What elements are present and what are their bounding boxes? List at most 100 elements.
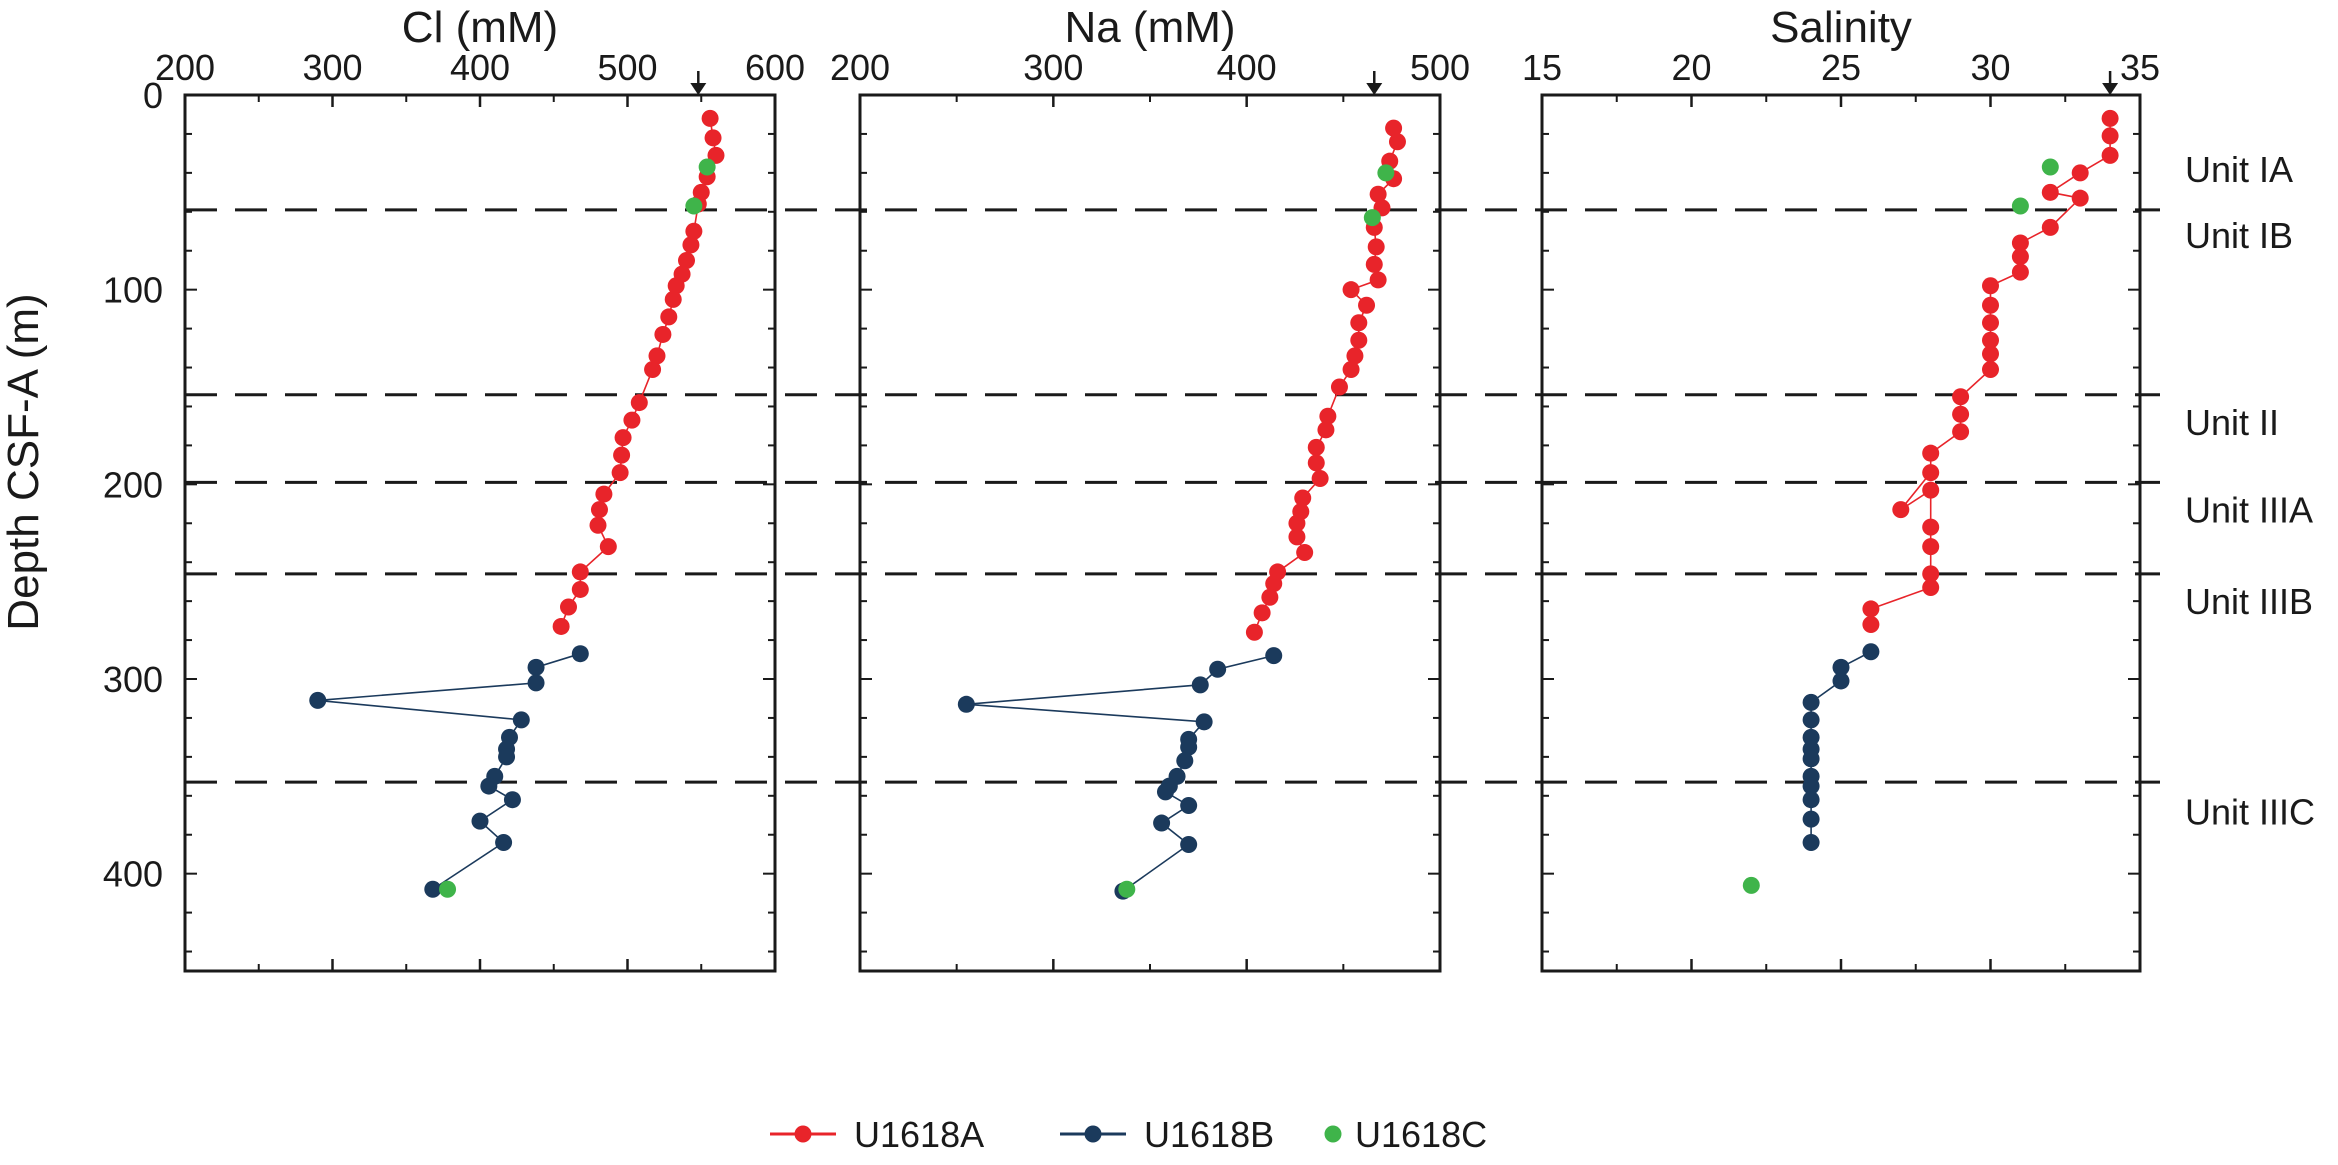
data-point (1180, 797, 1198, 815)
legend-label: U1618B (1144, 1114, 1274, 1155)
series-U1618A (1862, 109, 2119, 633)
data-point (1365, 255, 1383, 273)
data-point (1982, 277, 1999, 295)
plot-frame (858, 93, 1442, 973)
data-point (1296, 543, 1314, 561)
data-point (1342, 360, 1360, 378)
data-point (1358, 296, 1376, 314)
data-point (1350, 331, 1368, 349)
data-point (644, 360, 662, 378)
x-tick-label: 300 (302, 47, 362, 88)
data-point (560, 598, 577, 616)
legend-item-U1618A: U1618A (770, 1114, 984, 1155)
data-point (1802, 750, 1820, 768)
unit-label: Unit IIIB (2185, 581, 2313, 622)
data-point (1307, 454, 1325, 472)
data-point (495, 834, 513, 852)
x-tick-label: 200 (830, 47, 890, 88)
y-tick-label: 400 (103, 854, 163, 895)
data-point (1342, 281, 1360, 299)
x-tick-label: 300 (1023, 47, 1083, 88)
data-point (678, 251, 695, 269)
data-point (1191, 676, 1209, 694)
data-point (1346, 347, 1364, 365)
data-point (1369, 271, 1387, 289)
data-point (1253, 604, 1271, 622)
seawater-arrow-head (2102, 83, 2119, 95)
data-point (630, 394, 648, 412)
data-point (1245, 623, 1263, 641)
unit-label: Unit IB (2185, 215, 2293, 256)
data-point (1952, 388, 1970, 406)
y-tick-label: 300 (103, 659, 163, 700)
legend-label: U1618C (1355, 1114, 1487, 1155)
data-point (527, 674, 545, 692)
data-point (654, 325, 672, 343)
data-point (1922, 538, 1940, 556)
data-point (682, 236, 700, 254)
data-point (704, 129, 722, 147)
data-point (1862, 643, 1880, 661)
x-tick-label: 15 (1522, 47, 1562, 88)
data-point (1742, 876, 1760, 894)
data-point (439, 880, 457, 898)
unit-label: Unit IA (2185, 149, 2293, 190)
legend-label: U1618A (854, 1114, 984, 1155)
data-point (309, 691, 327, 709)
data-point (1317, 421, 1335, 439)
data-point (1156, 783, 1174, 801)
panel-title: Cl (mM) (402, 3, 558, 52)
data-point (1388, 133, 1406, 151)
y-tick-label: 0 (143, 75, 163, 116)
data-point (571, 645, 589, 663)
data-point (1195, 713, 1213, 731)
data-point (2071, 189, 2089, 207)
data-point (2011, 248, 2029, 266)
data-point (660, 308, 678, 326)
x-tick-label: 20 (1671, 47, 1711, 88)
series-U1618B (309, 645, 589, 898)
data-point (1922, 444, 1940, 462)
data-point (1311, 469, 1329, 487)
data-point (1982, 331, 1999, 349)
data-point (498, 748, 516, 766)
data-point (1288, 514, 1306, 532)
seawater-arrow-head (690, 83, 707, 95)
panel-1: Cl (mM) 200 300 400 500 600 0 100 200 300 400 (103, 3, 805, 973)
data-point (599, 538, 617, 556)
data-point (527, 658, 545, 676)
data-point (1363, 209, 1381, 227)
series-U1618C (1742, 158, 2059, 894)
legend-item-U1618C: U1618C (1324, 1114, 1487, 1155)
data-point (2101, 109, 2119, 127)
data-point (1922, 579, 1940, 597)
data-point (1209, 660, 1227, 678)
data-point (1369, 185, 1387, 203)
panel-title: Salinity (1770, 3, 1912, 52)
data-point (571, 580, 589, 598)
data-point (1832, 658, 1850, 676)
data-point (1176, 752, 1194, 770)
data-point (1982, 360, 1999, 378)
x-tick-label: 200 (155, 47, 215, 88)
plot-frame (183, 93, 777, 973)
unit-label: Unit IIIA (2185, 490, 2313, 531)
series-line (560, 118, 717, 627)
data-point (1307, 438, 1325, 456)
y-tick-label: 100 (103, 270, 163, 311)
data-point (1832, 672, 1850, 690)
data-point (571, 563, 589, 581)
x-tick-label: 25 (1821, 47, 1861, 88)
unit-labels: Unit IA Unit IB Unit II Unit IIIA Unit IIIB U… (2185, 149, 2315, 832)
legend-marker (1084, 1125, 1102, 1143)
data-point (2041, 158, 2059, 176)
data-point (1892, 501, 1910, 519)
x-tick-label: 30 (1970, 47, 2010, 88)
data-point (1802, 791, 1820, 809)
data-point (1294, 489, 1312, 507)
data-point (623, 411, 641, 429)
data-point (1377, 164, 1395, 182)
data-point (1350, 314, 1368, 332)
data-point (2011, 234, 2029, 252)
data-point (1265, 647, 1283, 665)
